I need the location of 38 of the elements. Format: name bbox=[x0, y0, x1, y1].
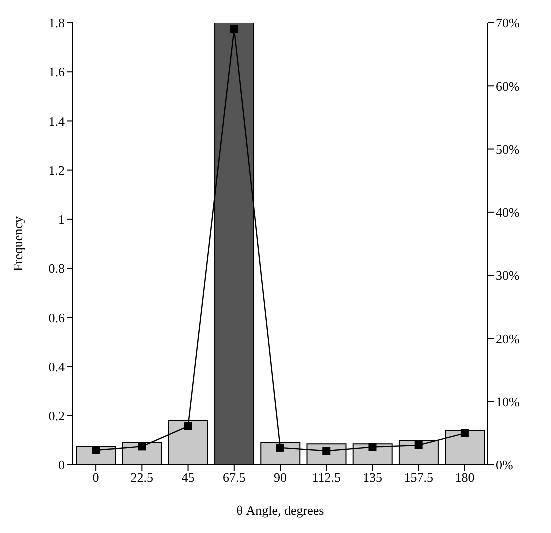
point bbox=[230, 25, 238, 34]
point bbox=[184, 422, 192, 430]
y2-tick-label: 0% bbox=[496, 458, 514, 473]
y-tick-label: 1.4 bbox=[48, 114, 66, 129]
y-tick-label: 1.6 bbox=[48, 64, 66, 80]
y-tick-label: 0.2 bbox=[48, 408, 65, 424]
x-tick-label: 157.5 bbox=[404, 470, 434, 486]
x-tick-label: 90 bbox=[274, 470, 287, 486]
y2-tick-label: 70% bbox=[496, 16, 520, 31]
x-axis-title: θ Angle, degrees bbox=[236, 503, 324, 518]
point bbox=[276, 444, 284, 452]
point bbox=[460, 429, 469, 438]
y2-tick-label: 20% bbox=[496, 331, 520, 346]
x-tick-label: 22.5 bbox=[130, 470, 154, 486]
x-tick-label: 180 bbox=[455, 470, 475, 486]
y2-tick-label: 50% bbox=[496, 142, 520, 157]
y-tick-label: 1 bbox=[58, 212, 65, 228]
point bbox=[414, 441, 423, 450]
y-tick-label: 0.6 bbox=[48, 310, 66, 326]
x-tick-label: 45 bbox=[182, 470, 195, 486]
y2-tick-label: 40% bbox=[496, 205, 520, 220]
point bbox=[138, 442, 146, 451]
y-tick-label: 1.2 bbox=[48, 162, 65, 178]
y-tick-label: 1.8 bbox=[48, 16, 65, 31]
y-axis-title: Frequency bbox=[10, 216, 26, 272]
point bbox=[92, 446, 100, 454]
y-tick-label: 0.4 bbox=[48, 359, 66, 374]
x-tick-label: 67.5 bbox=[223, 470, 246, 486]
point bbox=[322, 447, 331, 456]
y2-tick-label: 30% bbox=[496, 268, 520, 284]
y2-tick-label: 10% bbox=[496, 394, 520, 410]
y-tick-label: 0 bbox=[58, 458, 65, 473]
x-tick-label: 112.5 bbox=[312, 470, 341, 486]
x-tick-label: 0 bbox=[92, 470, 100, 486]
point bbox=[368, 443, 377, 452]
x-tick-label: 135 bbox=[362, 470, 382, 486]
y2-tick-label: 60% bbox=[496, 78, 520, 94]
y-tick-label: 0.8 bbox=[48, 261, 65, 276]
